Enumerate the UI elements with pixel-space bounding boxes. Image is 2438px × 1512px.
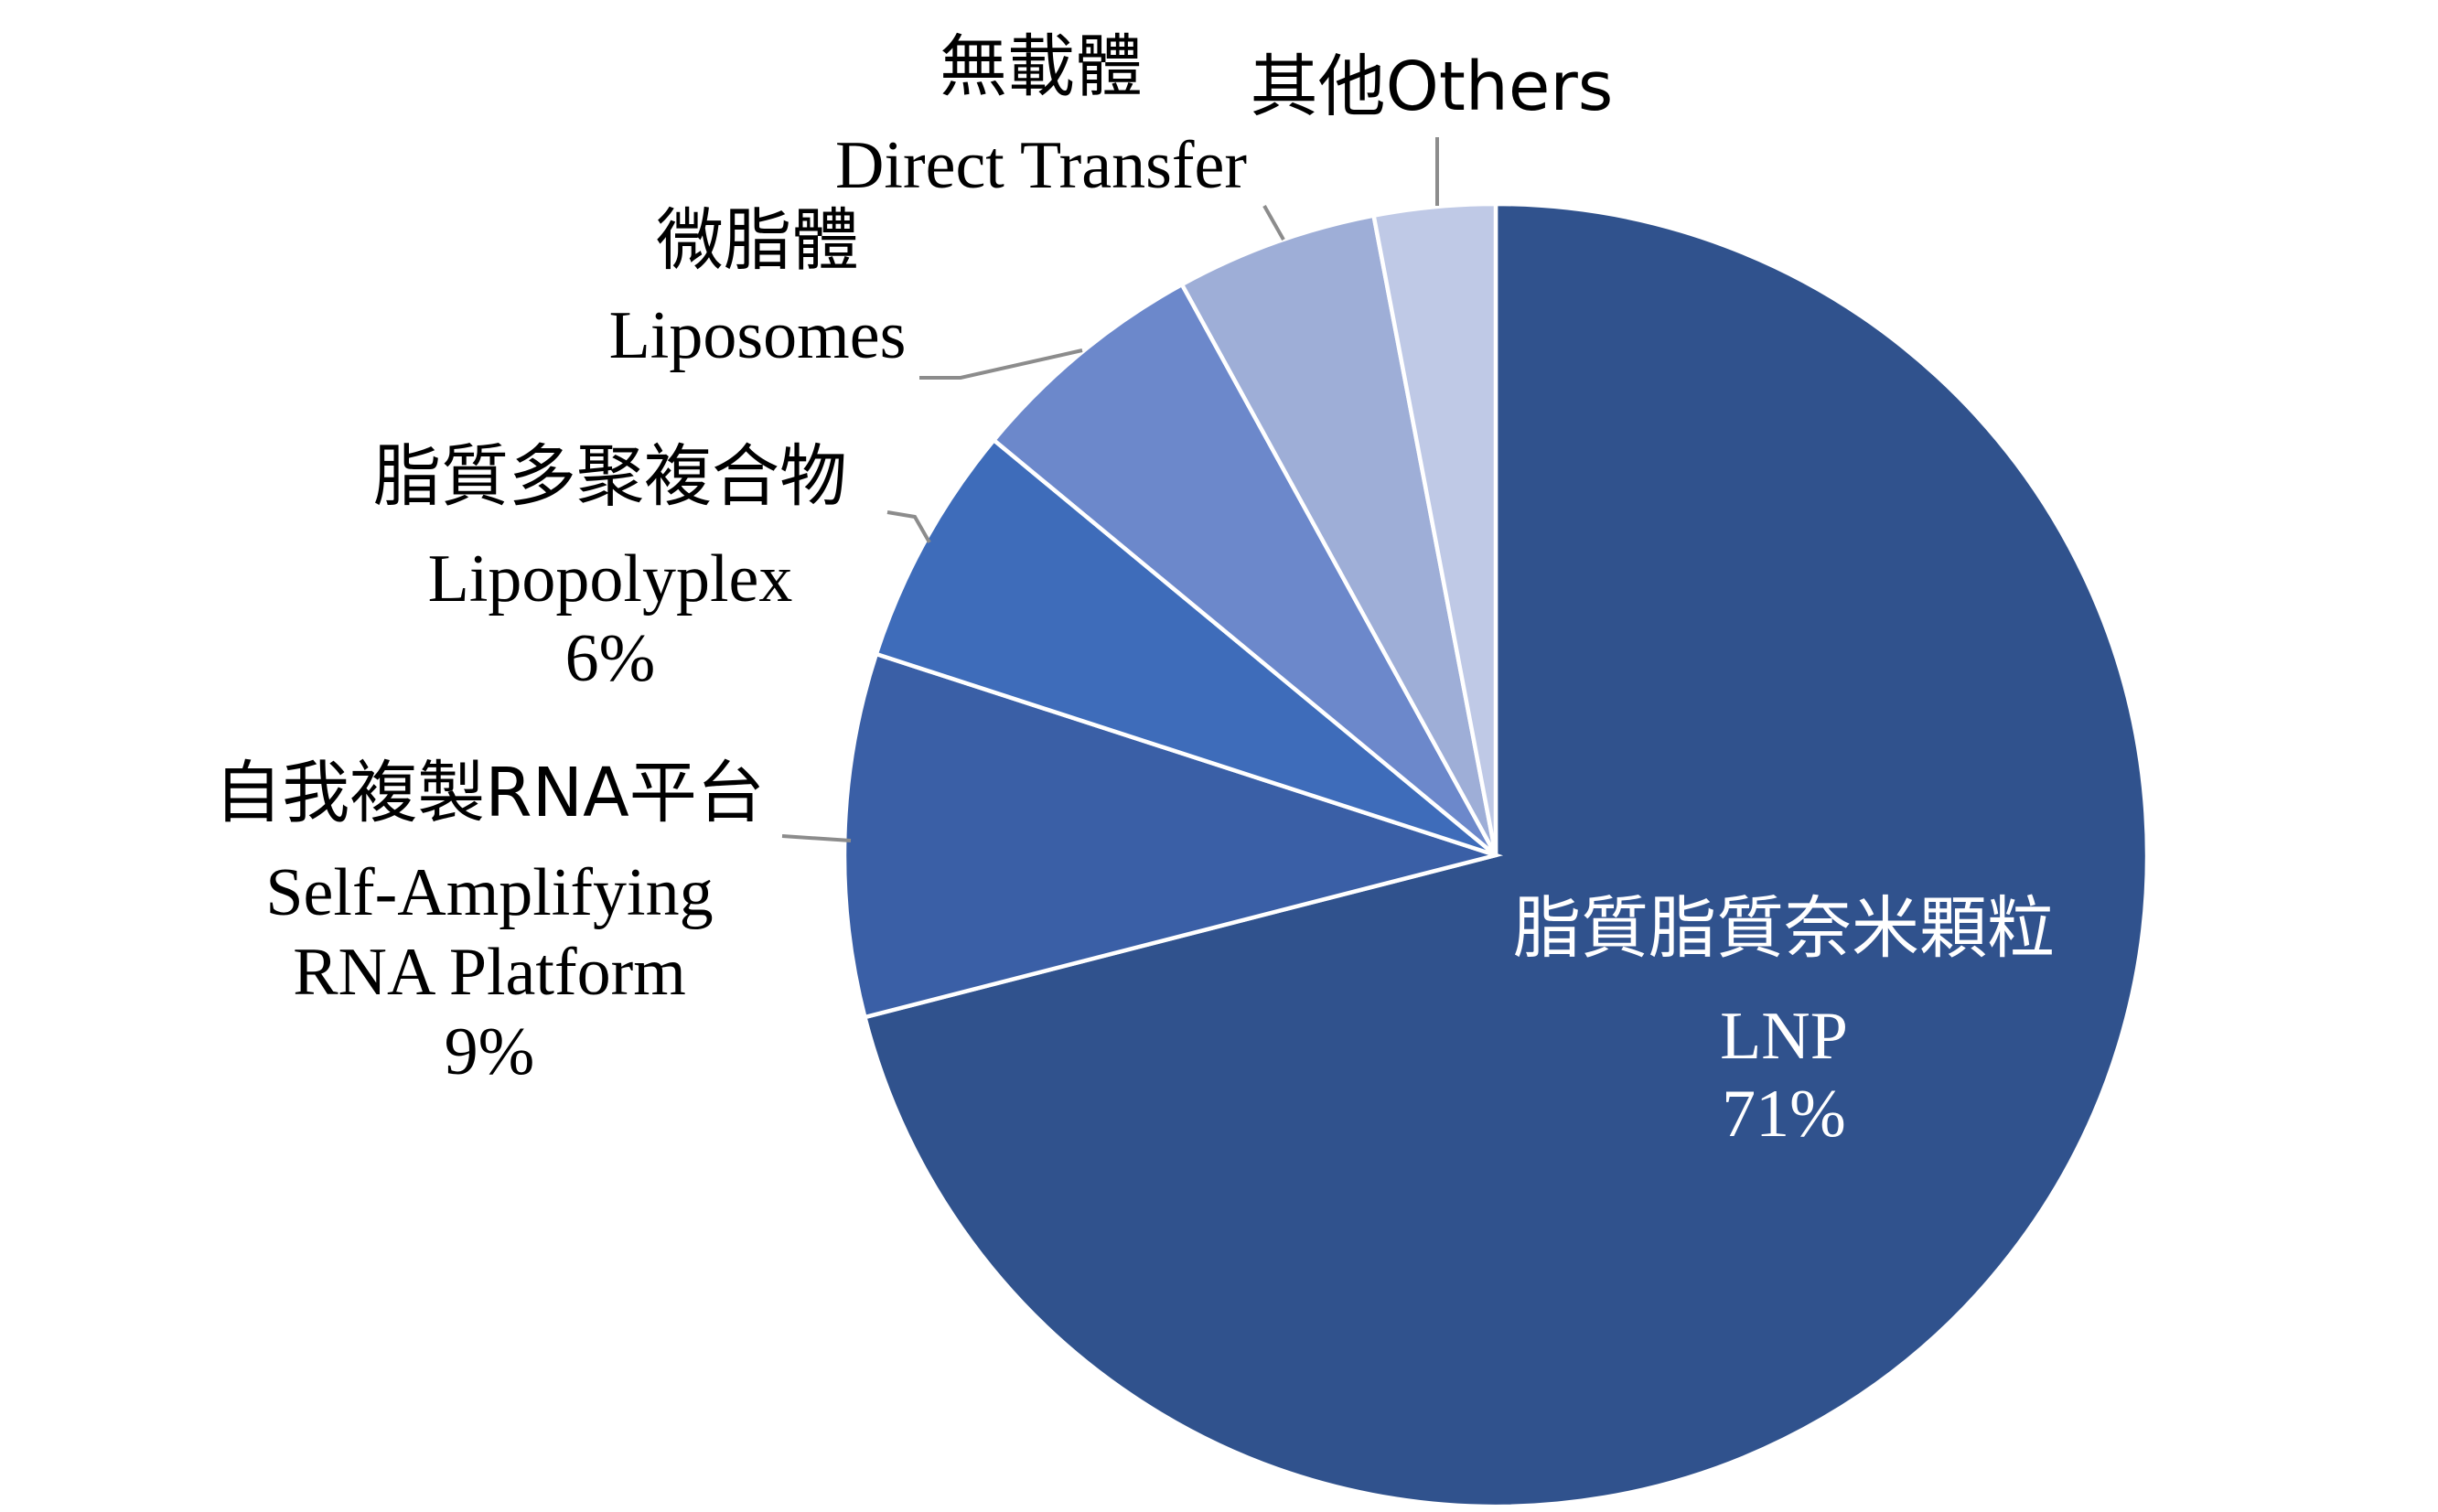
pie-slice-direct-transfer bbox=[1178, 212, 1498, 857]
slice-label-self-amplifying-en-1: Self-Amplifying bbox=[265, 855, 713, 930]
slice-label-lnp-zh: 脂質脂質奈米顆粒 bbox=[1513, 889, 2055, 968]
pie-slices bbox=[842, 201, 2150, 1509]
slice-label-self-amplifying-en-2: RNA Platform bbox=[293, 935, 686, 1010]
leader-line-lipopolyplex bbox=[886, 510, 931, 543]
pie-slice-lnp bbox=[862, 201, 2150, 1509]
slice-label-self-amplifying-zh: 自我複製RNA平台 bbox=[214, 754, 764, 832]
slice-label-direct-transfer-en: Direct Transfer bbox=[835, 128, 1247, 203]
slice-label-lipopolyplex-en: Lipopolyplex bbox=[428, 542, 793, 617]
slice-label-lnp-en: LNP bbox=[1720, 999, 1848, 1074]
slice-label-liposomes-en: Liposomes bbox=[609, 298, 907, 373]
pie-slice-lipopolyplex bbox=[874, 436, 1498, 858]
pie-slice-others bbox=[1370, 201, 1498, 856]
slice-label-others: 其他Others bbox=[1251, 48, 1614, 126]
leader-line-self-amplifying bbox=[781, 834, 852, 842]
slice-label-lipopolyplex-zh: 脂質多聚複合物 bbox=[373, 437, 847, 516]
slice-label-liposomes-zh: 微脂體 bbox=[656, 201, 859, 280]
leader-line-liposomes bbox=[919, 349, 1083, 380]
slice-value-lipopolyplex: 6% bbox=[565, 621, 656, 696]
slice-value-lnp: 71% bbox=[1722, 1077, 1846, 1152]
pie-slice-self-amplifying bbox=[842, 651, 1504, 1020]
slice-value-self-amplifying: 9% bbox=[445, 1014, 535, 1089]
leader-line-direct-transfer bbox=[1262, 205, 1285, 241]
pie-slice-liposomes bbox=[991, 282, 1498, 857]
slice-label-direct-transfer-zh: 無載體 bbox=[940, 27, 1143, 106]
